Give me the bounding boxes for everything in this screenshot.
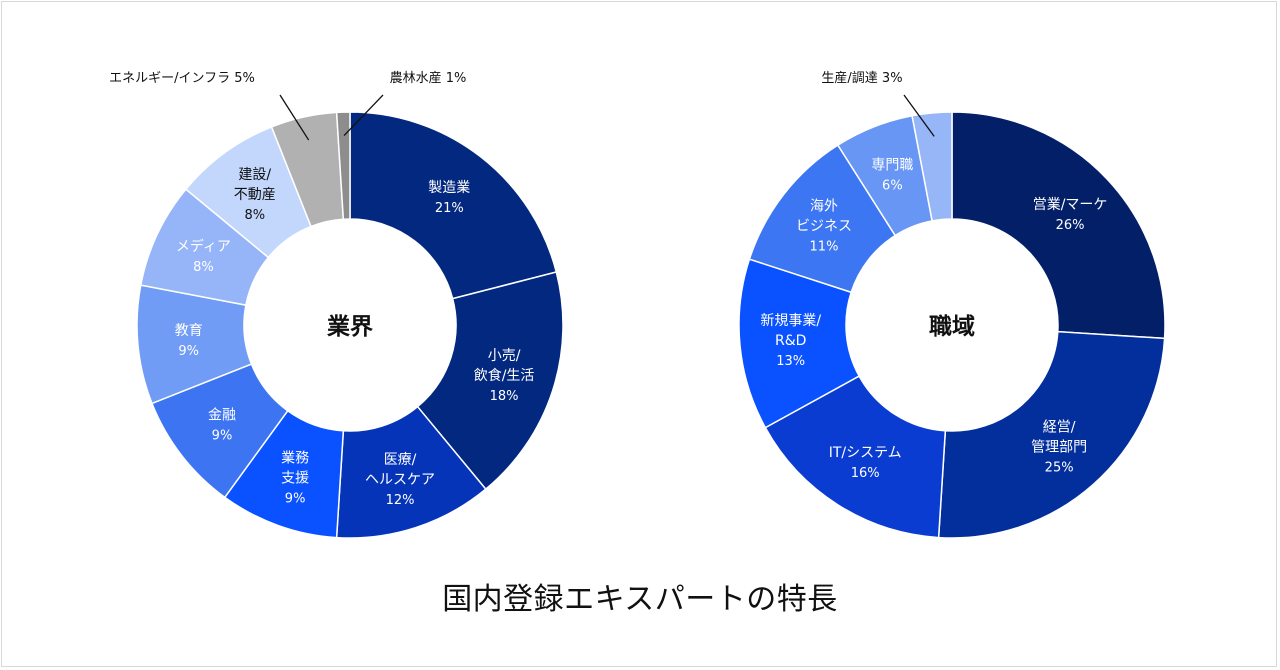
role-slice-4-value: 13%: [776, 354, 805, 369]
industry-slice-8-value: 8%: [244, 208, 265, 223]
industry-slice-8-label: 不動産: [234, 187, 276, 203]
role-slice-4-label: R&D: [775, 333, 806, 349]
role-slice-2: [937, 330, 1166, 539]
industry-slice-6-label: 教育: [175, 323, 203, 339]
industry-slice-10: [335, 111, 351, 221]
role-donut: 営業/マーケ 26% 経営/管理部門 25% IT/システム 16% 新規事業/R&D 13%…: [738, 70, 1166, 539]
industry-callout-label-10: 農林水産 1%: [390, 70, 467, 86]
role-slice-1: [951, 111, 1166, 340]
role-slice-5-label: 海外: [810, 199, 838, 215]
industry-slice-4-label: 支援: [281, 470, 309, 486]
role-slice-7: [911, 111, 953, 222]
role-slice-1-label: 営業/マーケ: [1033, 197, 1108, 213]
industry-slice-6-value: 9%: [178, 344, 199, 359]
role-slice-3: [764, 375, 947, 539]
industry-slice-2-value: 18%: [490, 389, 519, 404]
role-callout-line-7: [903, 94, 935, 137]
role-slice-2-value: 25%: [1045, 461, 1074, 476]
industry-callout-line-9: [279, 94, 310, 141]
donut-center-label: 職域: [929, 313, 975, 340]
industry-slice-8-label: 建設/: [238, 167, 271, 183]
industry-callout-line-10: [343, 94, 384, 137]
industry-slice-5-value: 9%: [212, 428, 233, 443]
role-slice-6-label: 専門職: [871, 157, 913, 173]
industry-slice-3-value: 12%: [386, 493, 415, 508]
industry-slice-7-label: メディア: [176, 238, 231, 255]
industry-slice-2: [416, 271, 564, 491]
role-slice-3-value: 16%: [851, 466, 880, 481]
industry-slice-7-value: 8%: [193, 260, 214, 275]
role-callout-label-7: 生産/調達 3%: [821, 70, 902, 86]
industry-slice-3-label: 医療/: [384, 451, 417, 468]
industry-slice-2-label: 飲食/生活: [474, 367, 535, 384]
industry-slice-1-label: 製造業: [428, 180, 470, 196]
industry-slice-1-value: 21%: [435, 201, 464, 216]
industry-slice-4-label: 業務: [281, 450, 309, 466]
role-slice-3-label: IT/システム: [829, 445, 902, 461]
role-slice-5-label: ビジネス: [796, 219, 852, 235]
role-slice-1-value: 26%: [1056, 218, 1085, 233]
chart-caption: 国内登録エキスパートの特長: [442, 582, 838, 617]
industry-callout-label-9: エネルギー/インフラ 5%: [109, 71, 255, 86]
industry-slice-4-value: 9%: [285, 491, 306, 506]
industry-slice-3-label: ヘルスケア: [365, 472, 435, 488]
role-slice-2-label: 管理部門: [1031, 440, 1087, 456]
industry-slice-5-label: 金融: [208, 407, 236, 423]
donut-center-label: 業界: [326, 313, 373, 340]
industry-slice-1: [349, 111, 558, 300]
industry-slice-2-label: 小売/: [488, 348, 521, 364]
role-slice-5-value: 11%: [810, 240, 839, 255]
role-slice-4-label: 新規事業/: [760, 313, 821, 329]
role-slice-2-label: 経営/: [1043, 420, 1076, 436]
role-slice-6-value: 6%: [882, 178, 903, 193]
